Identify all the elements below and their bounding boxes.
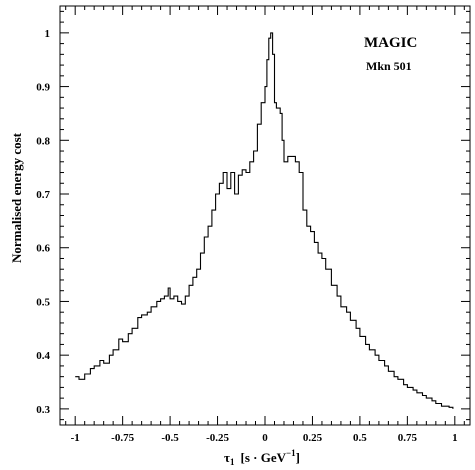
y-axis-ticks: 0.3 0.4 0.5 0.6 0.7 0.8 0.9 1 — [36, 10, 470, 421]
y-tick-label: 0.4 — [36, 350, 50, 362]
energy-cost-curve — [75, 32, 454, 409]
annotation-mkn501: Mkn 501 — [366, 59, 412, 73]
x-axis-label-bracket: ] — [296, 450, 300, 465]
x-tick-label: -0.5 — [161, 432, 179, 444]
x-tick-label: 0.25 — [303, 432, 323, 444]
x-tick-label: -1 — [71, 432, 80, 444]
x-axis-label: τ1 [s · GeV−1] — [224, 448, 300, 467]
x-axis-label-symbol: τ — [224, 450, 230, 465]
x-axis-label-unit: [s · GeV — [241, 450, 287, 465]
x-tick-label: 0 — [262, 432, 268, 444]
y-tick-label: 0.8 — [36, 135, 50, 147]
y-axis-label: Normalised energy cost — [9, 132, 24, 263]
x-axis-label-exponent: −1 — [286, 448, 296, 458]
y-tick-label: 0.6 — [36, 243, 50, 255]
series-layer — [75, 32, 454, 409]
x-tick-label: 0.5 — [353, 432, 367, 444]
y-tick-label: 0.3 — [36, 404, 50, 416]
y-tick-label: 0.5 — [36, 296, 50, 308]
x-tick-label: 1 — [452, 432, 458, 444]
x-axis-label-subscript: 1 — [230, 457, 235, 467]
x-axis-ticks: -1 -0.75 -0.5 -0.25 0 0.25 0.5 0.75 1 — [65, 6, 465, 444]
x-tick-label: 0.75 — [398, 432, 418, 444]
y-tick-label: 1 — [45, 28, 51, 40]
x-tick-label: -0.75 — [111, 432, 134, 444]
y-tick-label: 0.7 — [36, 189, 50, 201]
annotation-magic: MAGIC — [364, 35, 417, 51]
x-tick-label: -0.25 — [206, 432, 229, 444]
y-tick-label: 0.9 — [36, 82, 50, 94]
